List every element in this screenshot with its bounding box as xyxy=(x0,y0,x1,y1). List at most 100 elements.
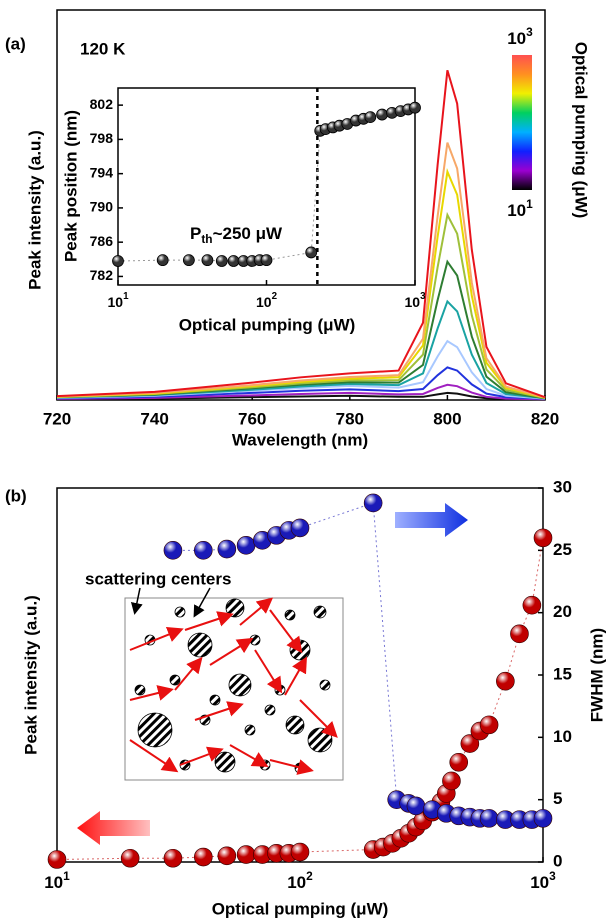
spectrum-line xyxy=(56,142,546,399)
data-point xyxy=(409,101,421,114)
data-point xyxy=(236,845,256,864)
y2-tick-label: 10 xyxy=(553,727,572,746)
tick-label: 103 xyxy=(507,25,533,48)
y-tick-label: 794 xyxy=(90,164,114,180)
tick-exp: 1 xyxy=(63,869,70,883)
tick-label: 103 xyxy=(530,869,556,892)
data-point xyxy=(363,493,383,513)
annotation: 120 K xyxy=(80,39,126,58)
tick-exp: 3 xyxy=(526,25,533,39)
arrow-left xyxy=(77,811,150,845)
x-tick-label: 760 xyxy=(238,409,266,428)
data-point xyxy=(194,847,213,867)
data-point xyxy=(406,796,426,816)
tick-exp: 3 xyxy=(420,291,426,302)
data-point xyxy=(217,846,237,866)
data-point xyxy=(479,715,499,735)
data-point xyxy=(182,254,195,267)
y-axis-label: Peak intensity (a.u.) xyxy=(25,130,44,290)
data-point xyxy=(376,108,388,121)
tick-base: 10 xyxy=(107,294,123,310)
data-point xyxy=(156,254,169,267)
tick-base: 10 xyxy=(287,873,306,892)
y2-axis-label: FWHM (nm) xyxy=(587,628,606,722)
x-tick-label: 800 xyxy=(433,409,461,428)
tick-base: 10 xyxy=(507,201,526,220)
y-tick-label: 786 xyxy=(90,233,114,249)
x-tick-label: 780 xyxy=(336,409,364,428)
tick-base: 10 xyxy=(44,873,63,892)
spectrum-line xyxy=(56,366,546,400)
data-point xyxy=(460,734,480,753)
spectrum-line xyxy=(56,259,546,400)
x-axis-label: Wavelength (nm) xyxy=(232,430,368,449)
y2-tick-label: 20 xyxy=(553,602,572,621)
tick-label: 101 xyxy=(107,291,129,310)
tick-exp: 3 xyxy=(549,869,556,883)
data-point xyxy=(510,624,529,644)
x-tick-label: 720 xyxy=(43,409,71,428)
x-tick-label: 740 xyxy=(140,409,168,428)
tick-exp: 1 xyxy=(526,197,533,211)
data-point xyxy=(290,518,310,538)
p: P xyxy=(190,224,201,243)
tick-base: 10 xyxy=(256,294,272,310)
tick-label: 101 xyxy=(44,869,70,892)
panel-label: (a) xyxy=(5,34,26,53)
tick-label: 102 xyxy=(287,869,313,892)
scattering-schematic xyxy=(124,587,344,781)
data-point xyxy=(305,246,318,259)
tick-label: 101 xyxy=(507,197,533,220)
data-point xyxy=(163,541,183,560)
data-point xyxy=(290,842,310,862)
tick-exp: 2 xyxy=(272,291,278,302)
tick-label: 102 xyxy=(256,291,278,310)
rest: ~250 μW xyxy=(213,224,283,243)
y-tick-label: 802 xyxy=(90,96,114,112)
panel-label: (b) xyxy=(5,486,27,505)
colorbar xyxy=(512,55,532,190)
x-tick-label: 820 xyxy=(531,409,559,428)
data-point xyxy=(163,848,183,868)
spectrum-line xyxy=(56,211,546,399)
spectrum-line xyxy=(56,168,546,399)
y2-tick-label: 5 xyxy=(553,789,562,808)
y2-tick-label: 25 xyxy=(553,540,572,559)
spectrum-line xyxy=(56,383,546,401)
axes-frame xyxy=(56,9,546,401)
sub: th xyxy=(201,232,212,246)
data-point xyxy=(533,809,553,828)
data-point xyxy=(364,111,377,124)
data-point xyxy=(479,809,499,828)
data-point xyxy=(215,255,228,267)
data-point xyxy=(120,848,140,868)
y2-tick-label: 15 xyxy=(553,664,572,683)
y-axis-label: Peak intensity (a.u.) xyxy=(21,595,40,755)
data-point xyxy=(260,254,273,267)
data-point xyxy=(194,541,213,560)
tick-exp: 1 xyxy=(123,291,129,302)
annotation: scattering centers xyxy=(85,569,231,588)
x-axis-label: Optical pumping (μW) xyxy=(212,899,389,918)
data-point xyxy=(533,528,553,548)
data-point xyxy=(522,595,542,615)
spectrum-line xyxy=(56,299,546,400)
data-point xyxy=(236,536,256,555)
tick-base: 10 xyxy=(404,294,420,310)
data-point xyxy=(217,539,237,559)
data-point xyxy=(227,255,240,267)
spectrum-line xyxy=(56,391,546,401)
data-point xyxy=(201,254,214,267)
spectrum-line xyxy=(56,339,546,400)
data-point xyxy=(442,771,461,791)
data-point xyxy=(47,850,67,869)
tick-base: 10 xyxy=(530,873,549,892)
y-axis-label: Peak position (nm) xyxy=(61,110,80,262)
y-tick-label: 790 xyxy=(90,199,114,215)
threshold-label: Pth~250 μW xyxy=(190,224,283,246)
y2-tick-label: 0 xyxy=(553,851,562,870)
y-tick-label: 798 xyxy=(90,130,114,146)
x-axis-label: Optical pumping (μW) xyxy=(179,315,356,334)
tick-label: 103 xyxy=(404,291,426,310)
y-tick-label: 782 xyxy=(90,267,114,283)
